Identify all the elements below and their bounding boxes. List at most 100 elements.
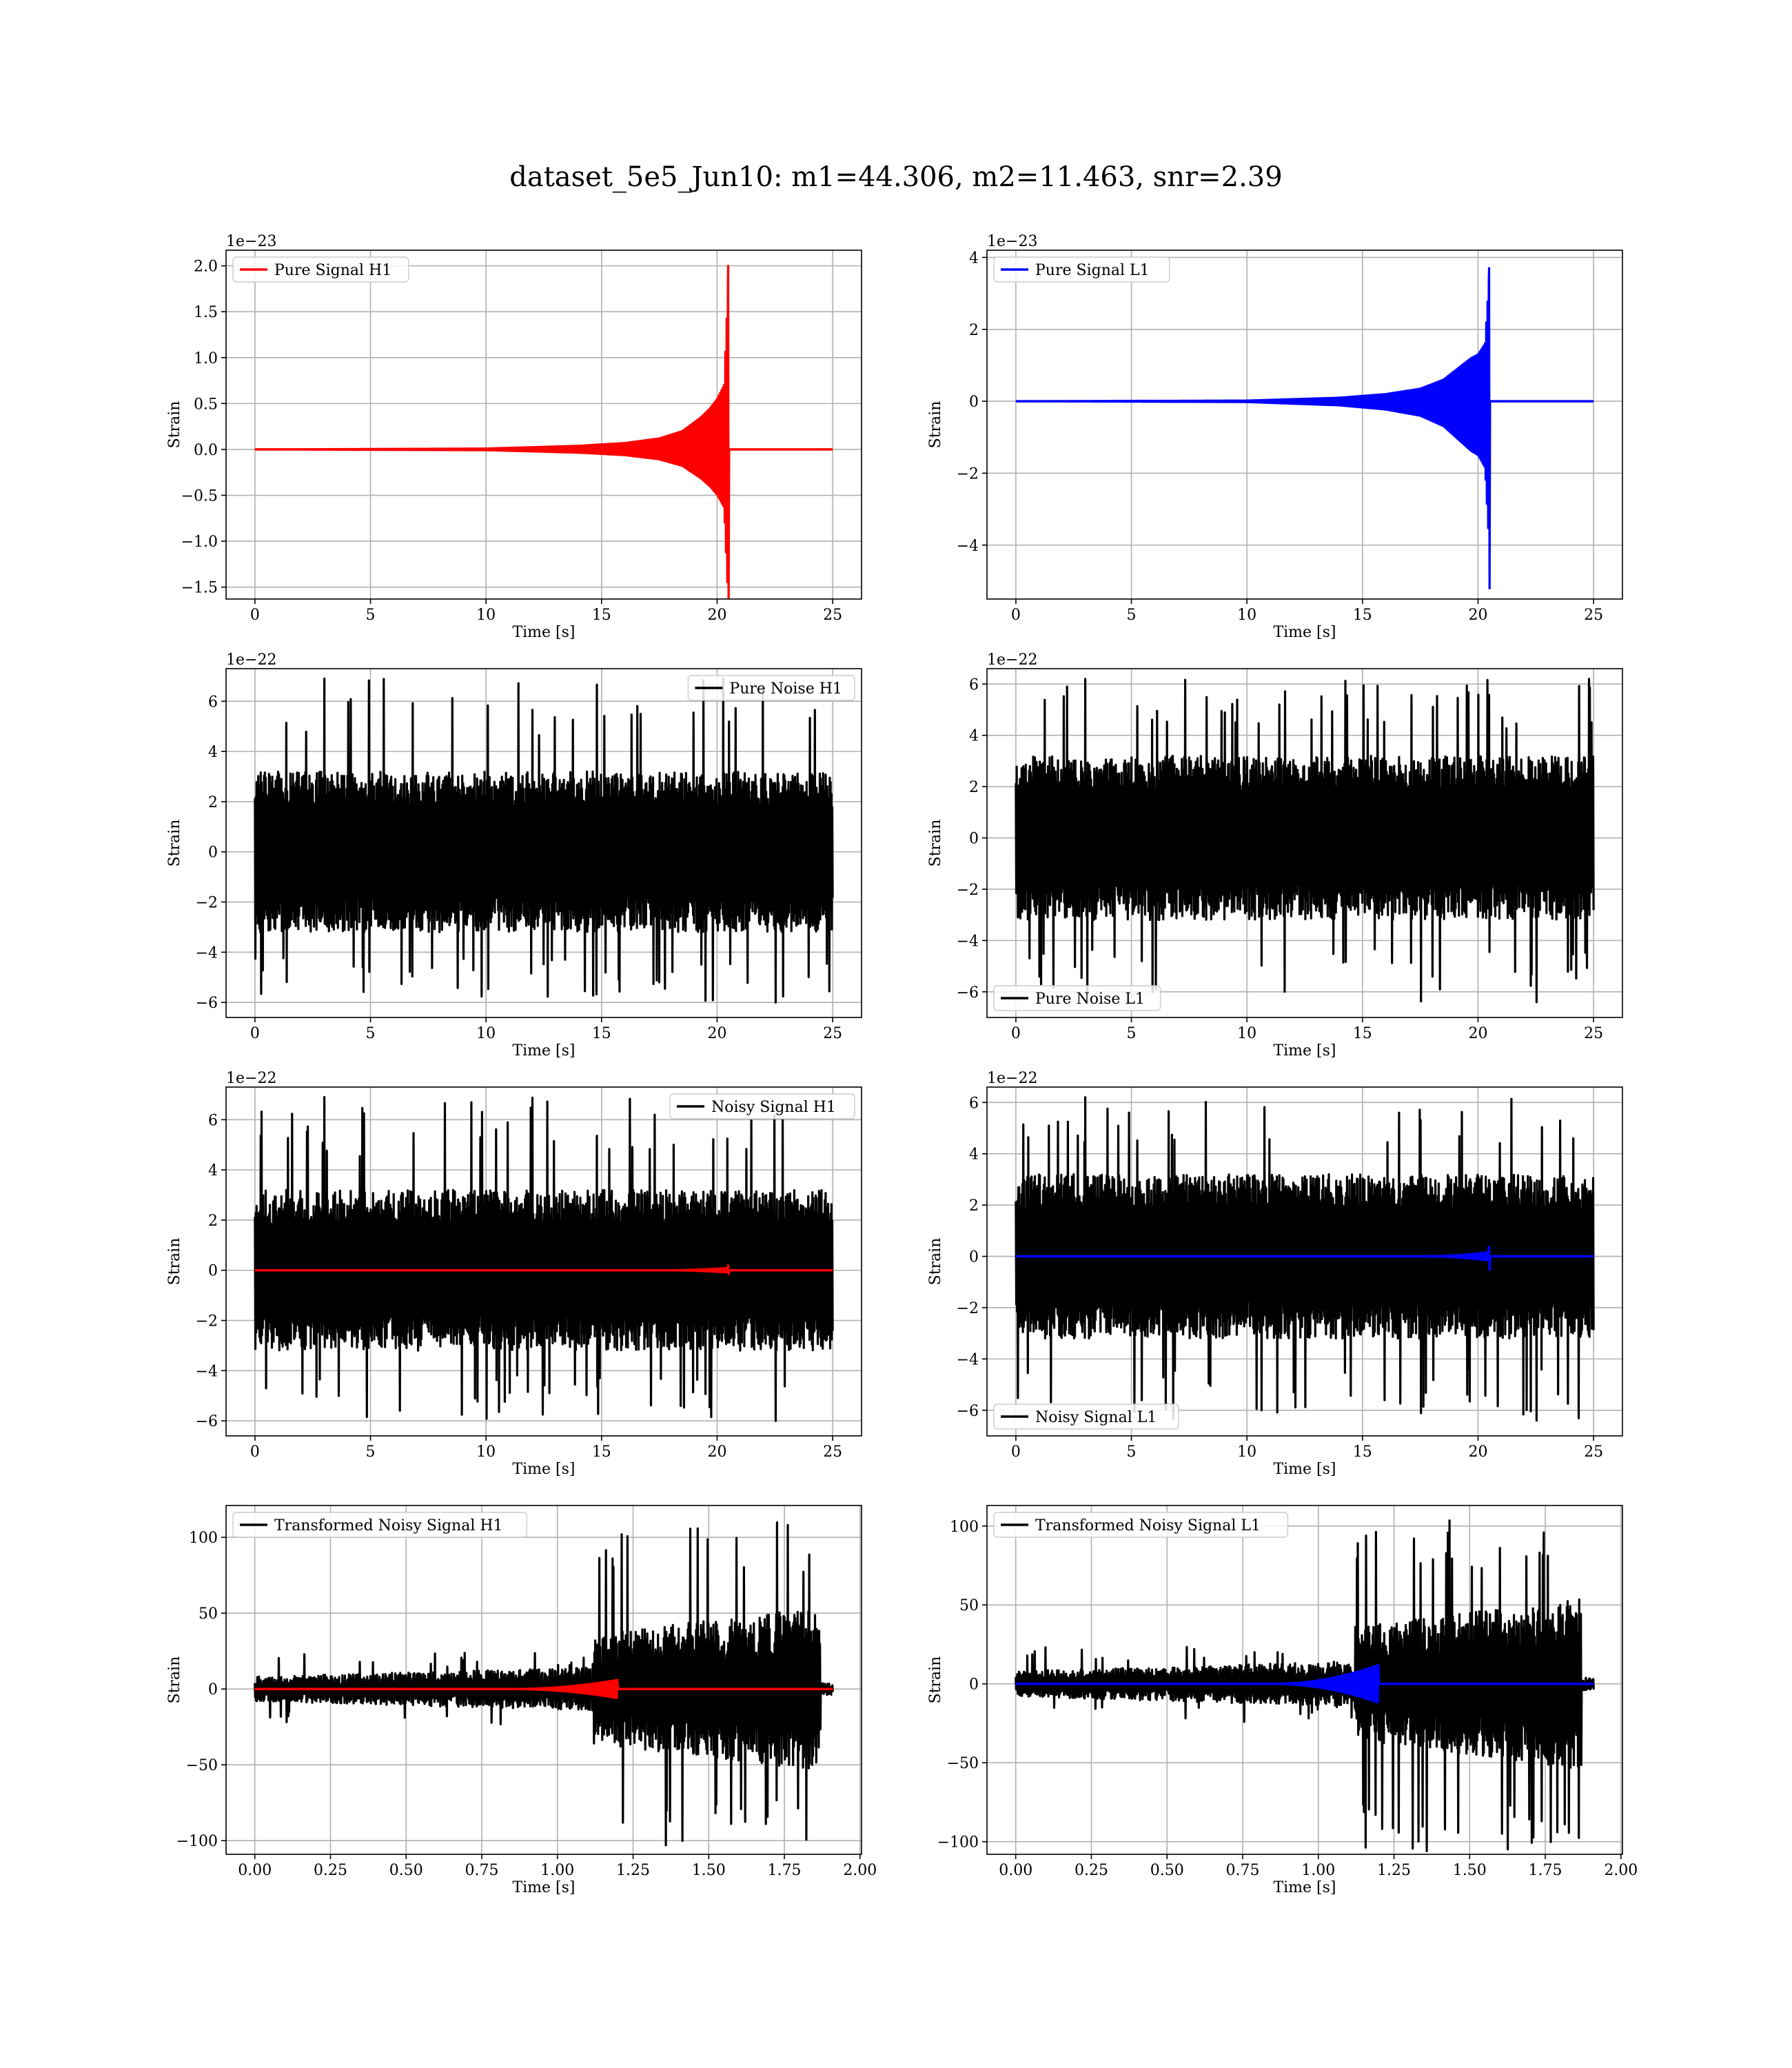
x-tick-label: 25 [823,1443,842,1461]
axes-frame [986,1086,1623,1437]
y-tick-label: 1.5 [194,304,218,321]
y-tick-label: 0 [969,394,979,411]
x-tick-label: 0 [250,607,260,624]
y-tick-label: −4 [196,1363,218,1380]
x-tick-label: 10 [476,1443,496,1461]
y-tick-label: −4 [957,538,979,555]
y-tick-label: 4 [208,744,218,761]
y-tick-label: 2 [969,1197,979,1215]
y-tick-label: 4 [969,250,979,267]
x-tick-label: 25 [823,607,842,624]
y-tick-label: −2 [196,1313,218,1330]
axis-offset-text: 1e−23 [226,233,276,250]
x-tick-label: 10 [1237,607,1256,624]
axes-frame [986,668,1623,1018]
x-tick-label: 15 [1353,1443,1372,1461]
legend-box [993,256,1170,283]
x-axis-label: Time [s] [512,1461,575,1478]
x-tick-label: 0 [1011,607,1021,624]
y-tick-label: 100 [189,1530,218,1547]
plot-area [254,1096,834,1422]
y-axis-label: Strain [166,820,183,867]
x-tick-label: 1.00 [540,1862,574,1879]
legend-label: Pure Noise L1 [1035,991,1145,1008]
y-tick-label: −2 [957,882,979,899]
x-tick-label: 20 [1468,1443,1487,1461]
axes-frame [986,250,1623,600]
x-tick-label: 1.75 [768,1862,802,1879]
x-tick-label: 15 [592,1443,611,1461]
legend: Pure Noise H1 [687,675,855,701]
x-tick-label: 10 [476,1025,496,1042]
transformed-noisy-signal-l1-line [1015,1519,1595,1852]
subplot-4: 0 5 10 15 20 25 −6 −4 −2 0 2 4 6 Time [s] Strain 1e−22 P… [927,651,1623,1060]
legend-box [232,256,409,283]
legend-box [993,1512,1289,1538]
x-tick-label: 0.75 [1226,1862,1260,1879]
y-tick-label: 6 [208,693,218,711]
plot-area [254,678,834,1004]
y-tick-label: −6 [957,1403,979,1420]
x-tick-label: 0 [250,1025,260,1042]
y-tick-label: 4 [969,1146,979,1164]
plot-area [1015,678,1595,1004]
y-axis-label: Strain [166,1238,183,1286]
x-tick-label: 1.00 [1301,1862,1335,1879]
x-tick-label: 20 [1468,1025,1487,1042]
legend: Noisy Signal H1 [669,1093,855,1119]
y-tick-label: 100 [950,1519,979,1536]
x-tick-label: 0.50 [1150,1862,1184,1879]
x-tick-label: 0.00 [238,1862,272,1879]
legend-label: Pure Signal H1 [274,262,391,279]
x-tick-label: 1.25 [1377,1862,1411,1879]
x-tick-label: 0 [250,1443,260,1461]
legend-label: Noisy Signal L1 [1035,1409,1157,1426]
subplot-5: 0 5 10 15 20 25 −6 −4 −2 0 2 4 6 Time [s] Strain 1e−22 N… [166,1070,862,1478]
axis-offset-text: 1e−22 [226,1070,276,1087]
y-tick-label: 2.0 [194,258,218,276]
y-tick-label: −6 [196,1413,218,1430]
legend: Pure Noise L1 [993,985,1161,1011]
legend-box [669,1093,855,1119]
x-axis-label: Time [s] [512,624,575,641]
y-tick-label: 0 [969,831,979,848]
y-tick-label: −0.5 [181,488,218,505]
subplot-2: 0 5 10 15 20 25 −4 −2 0 2 4 Time [s] Strain 1e−23 Pure… [927,233,1623,641]
x-tick-label: 2.00 [843,1862,877,1879]
noisy-signal-h1-line [254,1096,834,1422]
y-tick-label: 0 [208,844,218,862]
y-tick-label: 4 [208,1162,218,1179]
axis-offset-text: 1e−22 [226,651,276,669]
y-tick-label: 0.5 [194,396,218,413]
x-axis-label: Time [s] [512,1879,575,1896]
x-tick-label: 20 [707,1443,726,1461]
y-tick-label: 0.0 [194,442,218,459]
y-tick-label: 6 [208,1112,218,1129]
legend-box [993,985,1161,1011]
x-axis-label: Time [s] [1273,1879,1336,1896]
y-tick-label: 0 [969,1249,979,1266]
y-tick-label: −50 [186,1757,218,1774]
noisy-signal-l1-line [1015,1096,1595,1422]
legend-label: Transformed Noisy Signal H1 [274,1517,503,1534]
x-tick-label: 10 [1237,1025,1256,1042]
axes-frame [225,668,862,1018]
x-tick-label: 1.75 [1529,1862,1562,1879]
subplot-6: 0 5 10 15 20 25 −6 −4 −2 0 2 4 6 Time [s] Strain 1e−22 N… [927,1070,1623,1478]
x-tick-label: 0 [1011,1443,1021,1461]
y-tick-label: 2 [969,322,979,339]
y-tick-label: 6 [969,676,979,693]
plot-area [1015,267,1594,589]
y-axis-label: Strain [927,1238,944,1286]
y-tick-label: 6 [969,1095,979,1112]
legend: Noisy Signal L1 [993,1403,1179,1430]
axes-frame [986,1505,1623,1855]
x-tick-label: 25 [1584,607,1603,624]
x-tick-label: 5 [1127,607,1137,624]
y-tick-label: −100 [937,1834,979,1852]
x-tick-label: 5 [366,1443,376,1461]
x-tick-label: 15 [1353,607,1372,624]
pure-noise-h1-line [254,678,834,1004]
x-axis-label: Time [s] [1273,624,1336,641]
legend: Transformed Noisy Signal L1 [993,1512,1289,1538]
